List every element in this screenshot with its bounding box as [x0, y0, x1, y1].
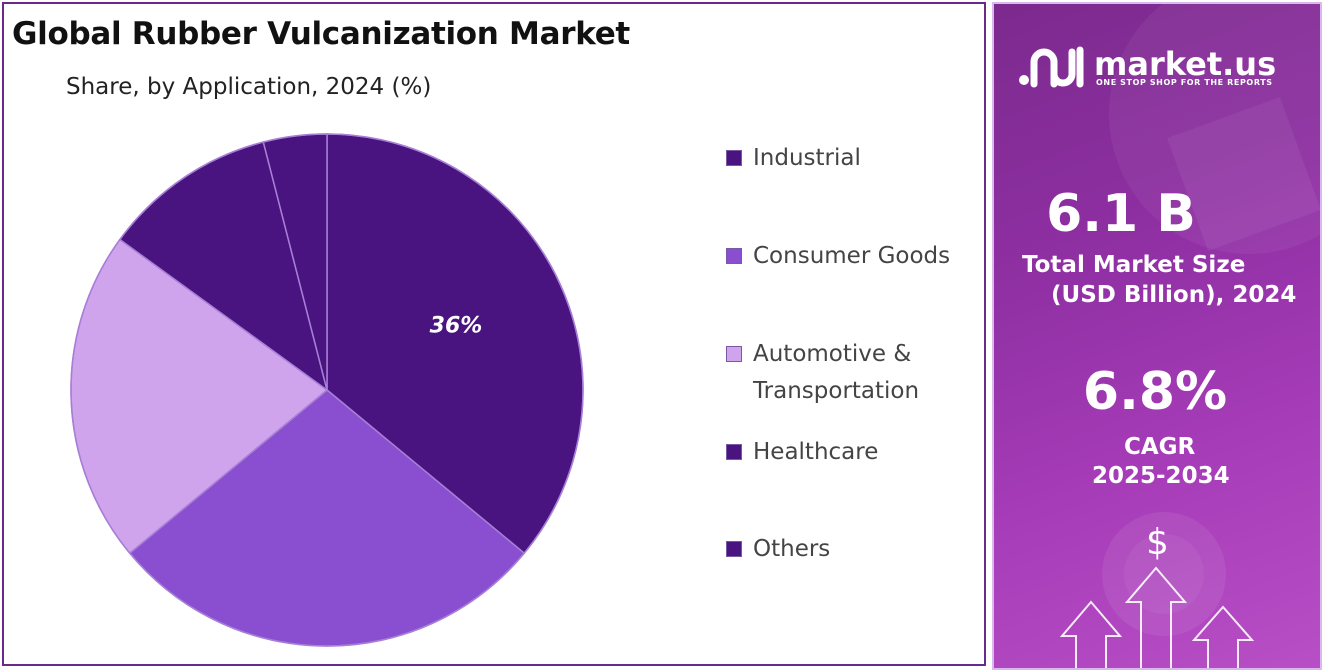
pie-data-label: 36% [430, 314, 483, 339]
growth-arrow-icon [1059, 566, 1255, 668]
chart-subtitle: Share, by Application, 2024 (%) [66, 74, 432, 100]
summary-sidebar: market.us ONE STOP SHOP FOR THE REPORTS … [992, 2, 1322, 670]
legend-label-line: Consumer Goods [753, 243, 951, 269]
cagr-label: CAGR [1124, 434, 1196, 460]
cagr-value: 6.8% [1082, 362, 1228, 422]
legend-label-line: Transportation [753, 378, 920, 404]
background-decoration [1059, 4, 1320, 668]
market-size-label: Total Market Size [1022, 252, 1246, 278]
legend-swatch [726, 248, 742, 264]
cagr-period-label: 2025-2034 [1092, 463, 1230, 489]
legend-label: Others [753, 531, 830, 568]
legend-label: Healthcare [753, 434, 878, 471]
legend-swatch [726, 346, 742, 362]
legend-label: Consumer Goods [753, 238, 950, 275]
legend-label-line: Others [753, 536, 831, 562]
market-size-value: 6.1 B [1046, 184, 1196, 244]
pie-chart: 36% [70, 133, 584, 647]
legend-swatch [726, 150, 742, 166]
brand-name: market.us [1094, 45, 1277, 83]
legend-label-line: Healthcare [753, 439, 879, 465]
chart-title: Global Rubber Vulcanization Market [12, 16, 630, 52]
market-us-logo-icon [1019, 46, 1084, 88]
legend-label-line: Industrial [753, 145, 861, 171]
legend-label: Automotive & Transportation [753, 336, 919, 410]
dollar-icon: $ [1146, 522, 1169, 563]
legend-swatch [726, 541, 742, 557]
brand-tagline: ONE STOP SHOP FOR THE REPORTS [1096, 78, 1273, 87]
market-size-unit-label: (USD Billion), 2024 [1051, 282, 1297, 308]
legend-swatch [726, 444, 742, 460]
legend-label: Industrial [753, 140, 861, 177]
brand-logo: market.us ONE STOP SHOP FOR THE REPORTS [1016, 42, 1306, 92]
pie-outline [70, 133, 584, 647]
legend-label-line: Automotive & [753, 341, 912, 367]
